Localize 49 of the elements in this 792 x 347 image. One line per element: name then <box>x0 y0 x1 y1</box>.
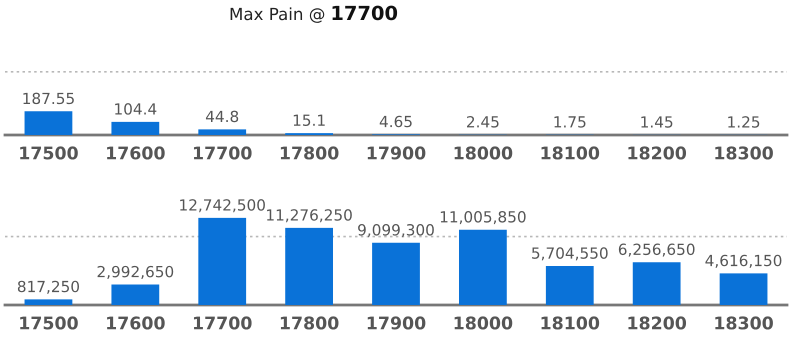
bar <box>24 299 72 305</box>
bar <box>111 284 160 305</box>
bar <box>720 273 768 305</box>
x-tick-label: 18000 <box>454 146 512 160</box>
data-label: 9,099,300 <box>358 224 434 238</box>
x-tick-label: 18300 <box>715 146 773 160</box>
data-label: 2.45 <box>467 116 499 128</box>
data-label: 15.1 <box>294 114 325 126</box>
data-label: 2,992,650 <box>98 266 174 279</box>
bar <box>111 122 160 135</box>
x-tick-label: 18100 <box>542 146 600 160</box>
x-tick-label: 18200 <box>628 146 686 160</box>
data-label: 1.75 <box>554 116 586 128</box>
x-tick-label: 17800 <box>280 146 338 160</box>
x-tick-label: 17500 <box>20 316 78 330</box>
chart-title: Max Pain @ 17700 <box>230 6 398 23</box>
bar <box>24 111 72 135</box>
bar <box>632 262 681 305</box>
bar <box>285 228 334 305</box>
x-tick-label: 17600 <box>107 316 165 330</box>
bar <box>198 129 246 135</box>
bar <box>546 266 594 305</box>
data-label: 1.25 <box>728 116 760 128</box>
data-label: 187.55 <box>23 92 74 104</box>
data-label: 4.65 <box>380 116 412 128</box>
data-label: 44.8 <box>206 110 238 122</box>
data-label: 817,250 <box>18 280 80 294</box>
data-label: 6,256,650 <box>618 244 695 257</box>
data-label: 11,005,850 <box>440 211 526 224</box>
bar <box>458 230 507 305</box>
x-tick-label: 18200 <box>628 316 686 330</box>
x-tick-label: 17900 <box>368 146 426 160</box>
x-tick-label: 17800 <box>280 316 338 330</box>
data-label: 4,616,150 <box>705 254 782 268</box>
x-tick-label: 17700 <box>194 316 252 330</box>
data-label: 1.45 <box>641 116 672 128</box>
x-tick-label: 17900 <box>368 316 426 330</box>
x-tick-label: 17600 <box>107 146 165 160</box>
x-tick-label: 18000 <box>454 316 512 330</box>
data-label: 104.4 <box>115 103 156 115</box>
x-tick-label: 17700 <box>194 146 252 160</box>
data-label: 11,276,250 <box>267 209 352 222</box>
x-tick-label: 18100 <box>542 316 600 330</box>
x-tick-label: 18300 <box>715 316 773 330</box>
data-label: 12,742,500 <box>180 199 265 212</box>
bar <box>372 242 420 305</box>
data-label: 5,704,550 <box>532 247 608 260</box>
bar <box>198 218 246 305</box>
x-tick-label: 17500 <box>20 146 78 160</box>
